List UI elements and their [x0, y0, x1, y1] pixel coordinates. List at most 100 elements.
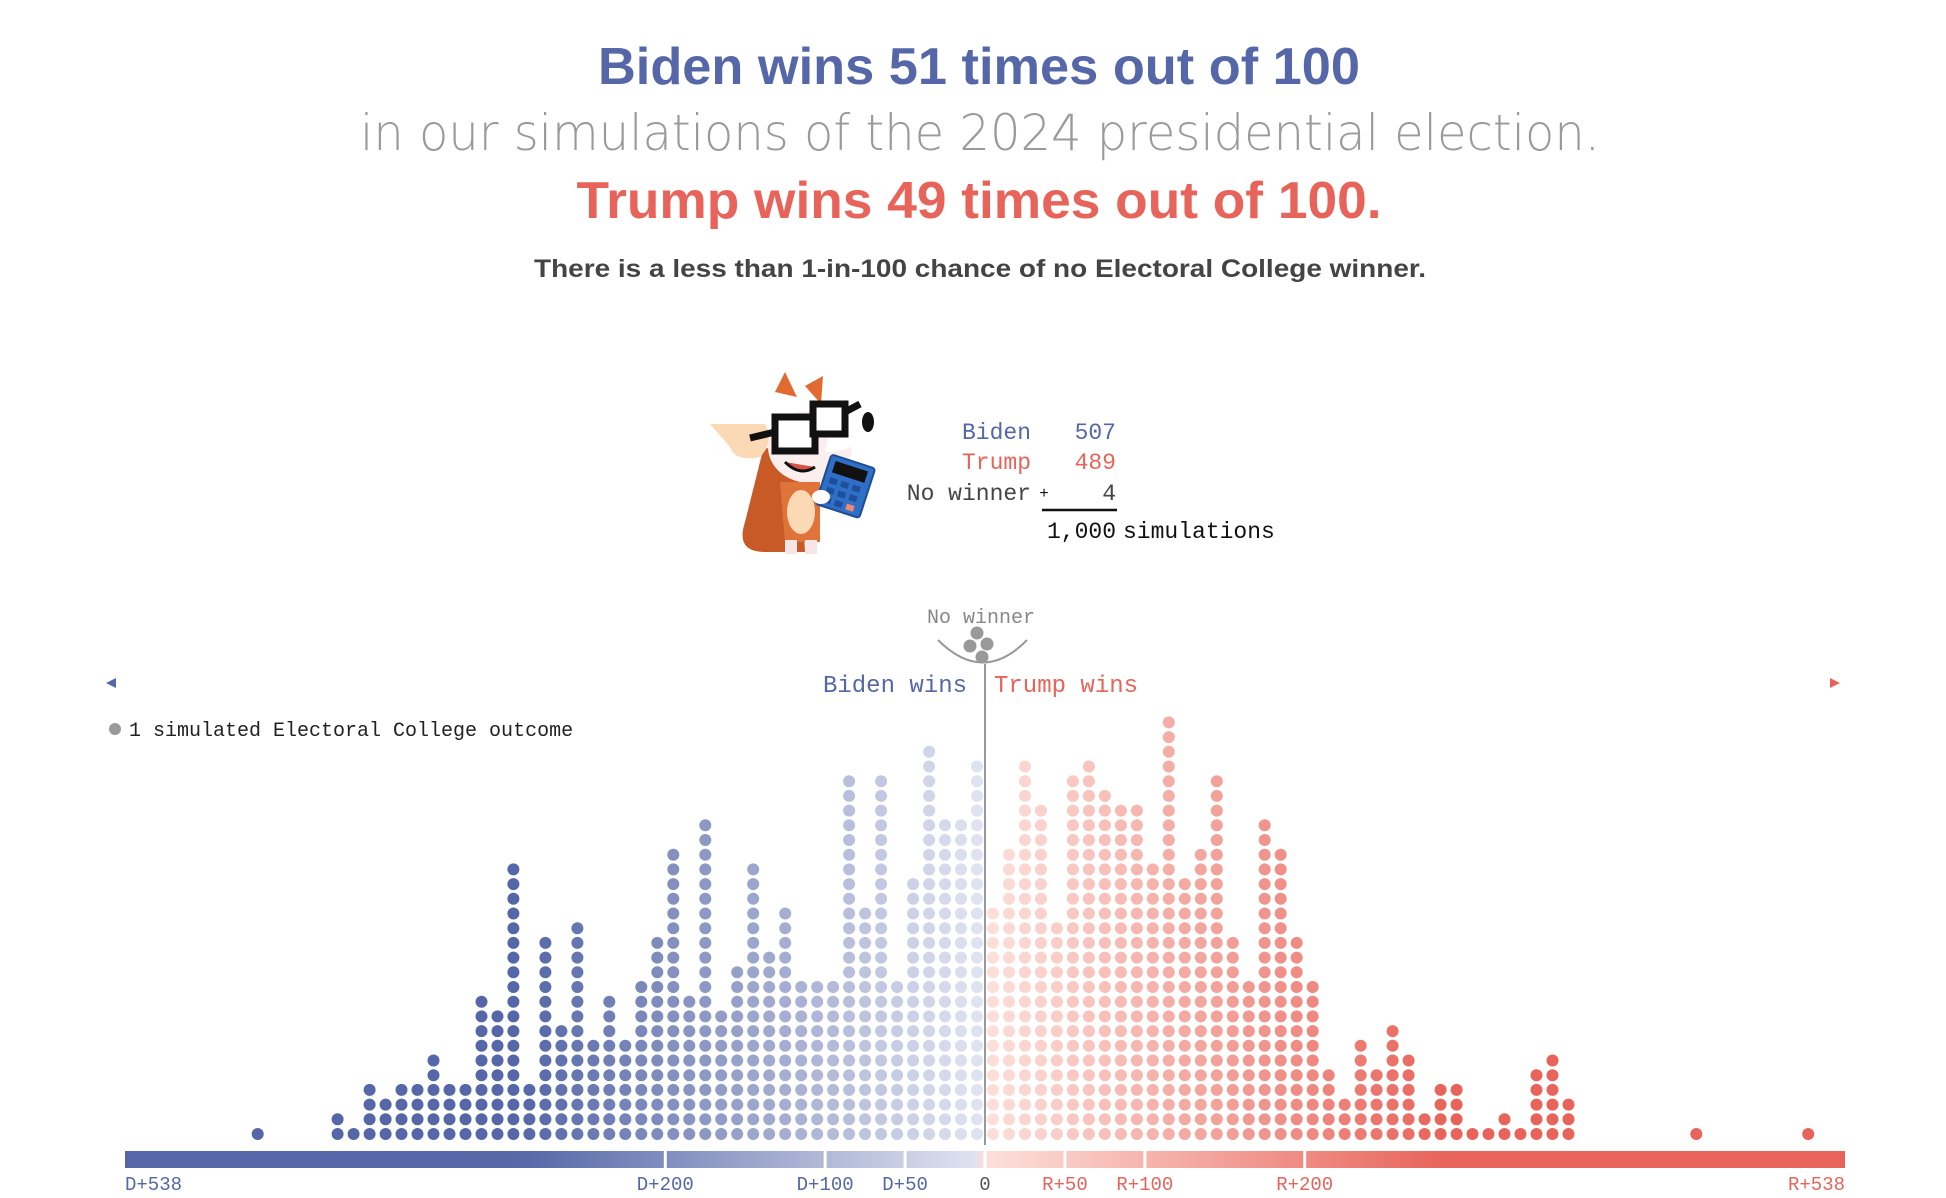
- outcome-dot: [1066, 966, 1079, 979]
- outcome-dot: [1066, 1128, 1079, 1140]
- outcome-dot: [651, 981, 664, 993]
- outcome-dot: [507, 1083, 520, 1096]
- outcome-dot: [651, 995, 664, 1008]
- outcome-dot: [667, 892, 680, 905]
- outcome-dot: [843, 775, 856, 788]
- outcome-dot: [1098, 1113, 1111, 1126]
- outcome-dot: [955, 1113, 967, 1126]
- outcome-dot: [507, 995, 520, 1008]
- outcome-dot: [1082, 995, 1095, 1008]
- outcome-dot: [1003, 1010, 1015, 1023]
- outcome-dot: [859, 1010, 872, 1023]
- outcome-dot: [1210, 922, 1223, 935]
- outcome-dot: [427, 1054, 440, 1067]
- outcome-dot: [699, 951, 712, 964]
- outcome-dot: [1019, 1039, 1031, 1052]
- outcome-dot: [811, 1113, 824, 1126]
- outcome-dot: [1178, 1054, 1191, 1067]
- outcome-dot: [1274, 966, 1287, 979]
- outcome-dot: [939, 1054, 951, 1067]
- outcome-dot: [955, 907, 967, 920]
- outcome-dot: [1274, 981, 1287, 993]
- outcome-dot: [1274, 1010, 1287, 1023]
- outcome-dot: [443, 1083, 456, 1096]
- outcome-dot: [379, 1128, 392, 1140]
- outcome-dot: [779, 922, 792, 935]
- outcome-dot: [907, 1069, 920, 1082]
- outcome-dot: [923, 1054, 936, 1067]
- outcome-dot: [1226, 951, 1239, 964]
- outcome-dot: [811, 995, 824, 1008]
- outcome-dot: [555, 1039, 568, 1052]
- outcome-dot: [1146, 1098, 1159, 1111]
- outcome-dot: [939, 819, 951, 832]
- outcome-dot: [1003, 892, 1015, 905]
- outcome-dot: [827, 1069, 840, 1082]
- outcome-dot: [539, 1025, 552, 1038]
- outcome-dot: [1130, 804, 1143, 817]
- outcome-dot: [939, 981, 951, 993]
- outcome-dot: [699, 981, 712, 993]
- outcome-dot: [1050, 981, 1063, 993]
- outcome-dot: [1130, 863, 1143, 876]
- outcome-dot: [491, 1054, 504, 1067]
- outcome-dot: [507, 922, 520, 935]
- outcome-dot: [699, 922, 712, 935]
- outcome-dot: [891, 1025, 904, 1038]
- outcome-dot: [1178, 936, 1191, 949]
- outcome-dot: [955, 951, 967, 964]
- outcome-dot: [1019, 995, 1031, 1008]
- outcome-dot: [1019, 1098, 1031, 1111]
- outcome-dot: [1258, 878, 1271, 891]
- outcome-dot: [619, 1069, 632, 1082]
- outcome-dot: [1066, 804, 1079, 817]
- outcome-dot: [555, 1098, 568, 1111]
- outcome-dot: [1290, 1025, 1303, 1038]
- outcome-dot: [1114, 834, 1127, 846]
- outcome-dot: [1162, 1025, 1175, 1038]
- outcome-dot: [587, 1069, 600, 1082]
- outcome-dot: [1194, 1083, 1207, 1096]
- outcome-dot: [843, 1083, 856, 1096]
- outcome-dot: [923, 1128, 936, 1140]
- outcome-dot: [1066, 1069, 1079, 1082]
- outcome-dot: [1306, 1010, 1319, 1023]
- outcome-dot: [811, 1025, 824, 1038]
- outcome-dot: [1562, 1128, 1575, 1140]
- outcome-dot: [603, 1128, 616, 1140]
- outcome-dot: [1114, 1039, 1127, 1052]
- outcome-dot: [1162, 1010, 1175, 1023]
- outcome-dot: [683, 1113, 696, 1126]
- outcome-dot: [1226, 1128, 1239, 1140]
- outcome-dot: [875, 1039, 888, 1052]
- outcome-dot: [1162, 1069, 1175, 1082]
- outcome-dot: [1242, 1083, 1255, 1096]
- outcome-dot: [1082, 1113, 1095, 1126]
- outcome-dot: [1178, 1083, 1191, 1096]
- outcome-dot: [987, 1128, 999, 1140]
- outcome-dot: [1082, 936, 1095, 949]
- outcome-dot: [1290, 1054, 1303, 1067]
- outcome-dot: [763, 1039, 776, 1052]
- outcome-dot: [907, 1010, 920, 1023]
- outcome-dot: [1274, 1069, 1287, 1082]
- outcome-dot: [1130, 1010, 1143, 1023]
- outcome-dot: [923, 804, 936, 817]
- outcome-dot: [699, 863, 712, 876]
- outcome-dot: [955, 892, 967, 905]
- outcome-dot: [715, 1054, 728, 1067]
- outcome-dot: [1019, 863, 1031, 876]
- outcome-dot: [379, 1098, 392, 1111]
- outcome-dot: [971, 789, 983, 802]
- outcome-dot: [891, 981, 904, 993]
- outcome-dot: [587, 1039, 600, 1052]
- outcome-dot: [1162, 745, 1175, 758]
- outcome-dot: [795, 1054, 808, 1067]
- outcome-dot: [1082, 1039, 1095, 1052]
- outcome-dot: [699, 878, 712, 891]
- outcome-dot: [971, 1128, 983, 1140]
- outcome-dot: [1114, 848, 1127, 861]
- outcome-dot: [731, 1010, 744, 1023]
- outcome-dot: [475, 1069, 488, 1082]
- outcome-dot: [507, 863, 520, 876]
